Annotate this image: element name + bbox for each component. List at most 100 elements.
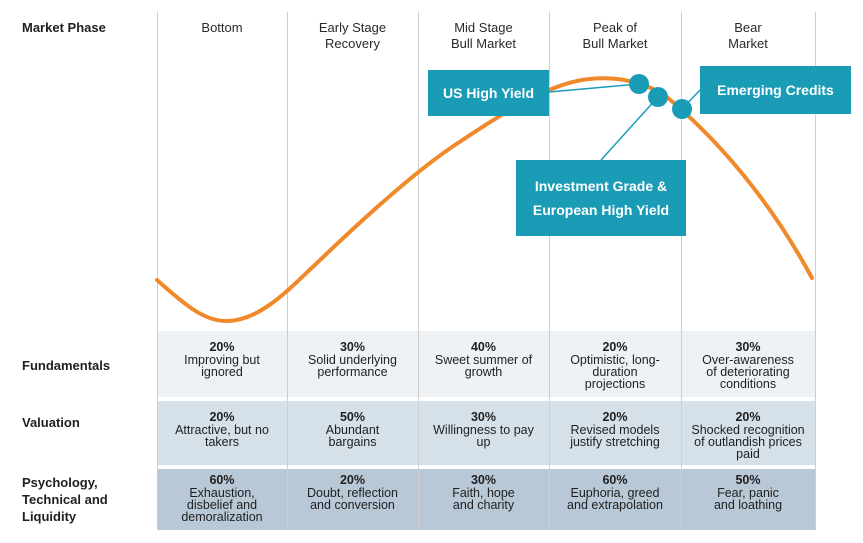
label-line: Psychology, bbox=[22, 475, 98, 490]
column-divider bbox=[681, 12, 682, 530]
psychology-label: Psychology, Technical and Liquidity bbox=[22, 474, 108, 525]
fundamentals-band bbox=[157, 331, 816, 397]
callout-text: European High Yield bbox=[532, 202, 670, 218]
cell-line: conditions bbox=[719, 377, 777, 391]
cell-percent: 20% bbox=[602, 410, 628, 424]
cell-line: Over-awareness bbox=[702, 353, 794, 367]
cell-line: projections bbox=[584, 377, 646, 391]
phase-line: Bull Market bbox=[582, 36, 648, 51]
fundamentals-cell-mid: 40% Sweet summer of growth bbox=[418, 340, 549, 379]
callout-text: US High Yield bbox=[442, 85, 534, 101]
valuation-cell-early: 50% Abundant bargains bbox=[287, 410, 418, 449]
cell-percent: 30% bbox=[470, 410, 497, 424]
ig-marker bbox=[648, 87, 668, 107]
phase-mid-stage-bull: Mid Stage Bull Market bbox=[418, 20, 549, 52]
cell-percent: 50% bbox=[339, 410, 366, 424]
ig-leader bbox=[600, 96, 659, 161]
cell-line: Willingness to pay bbox=[433, 423, 534, 437]
valuation-cell-mid: 30% Willingness to pay up bbox=[418, 410, 549, 449]
cell-line: takers bbox=[204, 435, 240, 449]
cell-line: Euphoria, greed bbox=[570, 486, 660, 500]
fundamentals-label: Fundamentals bbox=[22, 358, 111, 373]
psychology-band bbox=[157, 469, 816, 530]
cell-percent: 20% bbox=[209, 340, 235, 354]
cell-line: Improving but bbox=[184, 353, 260, 367]
us-high-yield-leader bbox=[548, 83, 640, 93]
cell-line: ignored bbox=[201, 365, 243, 379]
market-phase-label: Market Phase bbox=[22, 20, 106, 35]
cell-line: Optimistic, long- bbox=[570, 353, 660, 367]
phase-line: Bottom bbox=[201, 20, 243, 35]
emerging-credits-callout: Emerging Credits bbox=[700, 66, 851, 114]
cell-line: of deteriorating bbox=[706, 365, 790, 379]
cell-line: duration bbox=[592, 365, 638, 379]
cell-line: Doubt, reflection bbox=[306, 486, 399, 500]
cell-line: Shocked recognition bbox=[691, 423, 805, 437]
cell-percent: 30% bbox=[735, 340, 761, 354]
phase-line: Peak of bbox=[592, 20, 638, 35]
phase-line: Market bbox=[728, 36, 768, 51]
cell-line: and extrapolation bbox=[567, 498, 663, 512]
cell-line: Exhaustion, bbox=[189, 486, 255, 500]
fundamentals-cell-bear: 30% Over-awareness of deteriorating cond… bbox=[681, 340, 815, 391]
psychology-cell-early: 20% Doubt, reflection and conversion bbox=[287, 473, 418, 512]
callout-text: Emerging Credits bbox=[717, 82, 834, 98]
label-line: Liquidity bbox=[22, 509, 77, 524]
cell-line: bargains bbox=[328, 435, 377, 449]
column-divider bbox=[418, 12, 419, 530]
cell-percent: 50% bbox=[735, 473, 761, 487]
cell-line: Solid underlying bbox=[308, 353, 397, 367]
cell-percent: 20% bbox=[339, 473, 366, 487]
us-high-yield-marker bbox=[629, 74, 649, 94]
cell-line: justify stretching bbox=[570, 435, 660, 449]
cell-line: and charity bbox=[452, 498, 515, 512]
cell-percent: 60% bbox=[602, 473, 628, 487]
cell-percent: 40% bbox=[470, 340, 497, 354]
cell-percent: 30% bbox=[339, 340, 366, 354]
label-line: Technical and bbox=[22, 492, 108, 507]
us-high-yield-callout: US High Yield bbox=[428, 70, 549, 116]
phase-line: Recovery bbox=[325, 36, 380, 51]
phase-line: Mid Stage bbox=[454, 20, 513, 35]
valuation-band bbox=[157, 401, 816, 465]
ig-european-high-yield-callout: Investment Grade & European High Yield bbox=[516, 160, 686, 236]
psychology-cell-bottom: 60% Exhaustion, disbelief and demoraliza… bbox=[157, 473, 287, 524]
fundamentals-cell-early: 30% Solid underlying performance bbox=[287, 340, 418, 379]
cell-line: paid bbox=[736, 447, 760, 461]
cell-line: Sweet summer of bbox=[434, 353, 533, 367]
cell-line: Faith, hope bbox=[452, 486, 515, 500]
phase-peak-of-bull: Peak of Bull Market bbox=[549, 20, 681, 52]
fundamentals-cell-bottom: 20% Improving but ignored bbox=[157, 340, 287, 379]
valuation-label: Valuation bbox=[22, 415, 80, 430]
phase-bottom: Bottom bbox=[157, 20, 287, 36]
cell-line: disbelief and bbox=[186, 498, 258, 512]
cell-line: and conversion bbox=[310, 498, 395, 512]
cell-line: performance bbox=[317, 365, 388, 379]
cell-line: and loathing bbox=[713, 498, 783, 512]
column-divider bbox=[815, 12, 816, 530]
phase-line: Early Stage bbox=[318, 20, 387, 35]
psychology-cell-peak: 60% Euphoria, greed and extrapolation bbox=[549, 473, 681, 512]
phase-early-stage-recovery: Early Stage Recovery bbox=[287, 20, 418, 52]
valuation-cell-bottom: 20% Attractive, but no takers bbox=[157, 411, 287, 449]
psychology-cell-mid: 30% Faith, hope and charity bbox=[418, 473, 549, 512]
column-divider bbox=[287, 12, 288, 530]
cell-line: Revised models bbox=[570, 423, 660, 437]
phase-line: Bull Market bbox=[450, 36, 517, 51]
phase-bear-market: Bear Market bbox=[681, 20, 815, 52]
cell-line: growth bbox=[464, 365, 503, 379]
emerging-credits-marker bbox=[672, 99, 692, 119]
cell-line: of outlandish prices bbox=[694, 435, 802, 449]
market-cycle-curve bbox=[155, 76, 814, 324]
cell-line: Abundant bbox=[325, 423, 380, 437]
cell-line: up bbox=[476, 435, 491, 449]
cell-line: Fear, panic bbox=[717, 486, 779, 500]
valuation-cell-peak: 20% Revised models justify stretching bbox=[549, 410, 681, 449]
cell-percent: 30% bbox=[470, 473, 497, 487]
phase-line: Bear bbox=[734, 20, 762, 35]
valuation-cell-bear: 20% Shocked recognition of outlandish pr… bbox=[681, 410, 815, 461]
cell-percent: 60% bbox=[209, 473, 235, 487]
cell-percent: 20% bbox=[735, 410, 761, 424]
column-divider bbox=[549, 12, 550, 530]
